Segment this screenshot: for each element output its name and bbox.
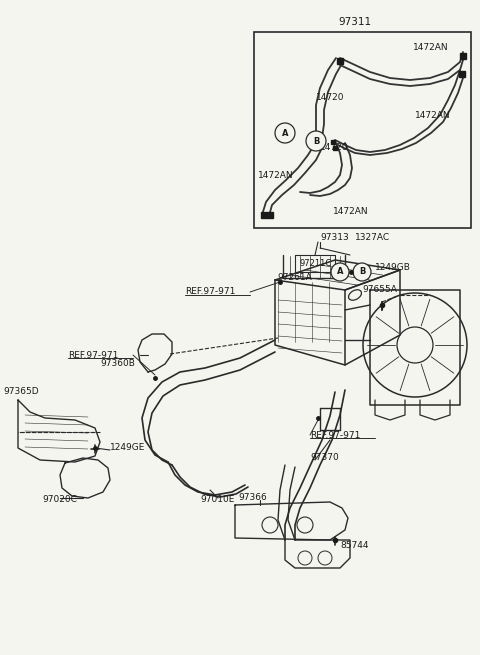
Text: A: A	[337, 267, 343, 276]
Text: 97366: 97366	[238, 493, 267, 502]
Text: 1249GE: 1249GE	[110, 443, 145, 453]
Text: 14720: 14720	[320, 143, 348, 153]
Text: 97010E: 97010E	[200, 495, 234, 504]
Text: 1472AN: 1472AN	[258, 170, 294, 179]
Circle shape	[331, 263, 349, 281]
Text: 97261A: 97261A	[277, 274, 312, 282]
Text: 97311: 97311	[338, 17, 372, 27]
Text: 97313: 97313	[320, 233, 349, 242]
Text: 1249GB: 1249GB	[375, 263, 411, 272]
Text: B: B	[313, 136, 319, 145]
Circle shape	[353, 263, 371, 281]
Text: 1472AN: 1472AN	[415, 111, 451, 119]
Text: 14720: 14720	[316, 92, 345, 102]
Text: REF.97-971: REF.97-971	[68, 350, 119, 360]
Circle shape	[306, 131, 326, 151]
Text: 1472AN: 1472AN	[333, 208, 369, 217]
Text: 97370: 97370	[310, 453, 339, 462]
Text: B: B	[359, 267, 365, 276]
Bar	[254, 32, 471, 228]
Text: 97365D: 97365D	[3, 388, 38, 396]
Circle shape	[275, 123, 295, 143]
Text: 97020C: 97020C	[42, 495, 77, 504]
Text: REF.97-971: REF.97-971	[310, 430, 360, 440]
Text: A: A	[282, 128, 288, 138]
Text: 85744: 85744	[340, 540, 369, 550]
Text: 97360B: 97360B	[100, 358, 135, 367]
Text: 97655A: 97655A	[362, 286, 397, 295]
Text: 1327AC: 1327AC	[355, 233, 390, 242]
Text: 97211C: 97211C	[300, 259, 332, 269]
Text: REF.97-971: REF.97-971	[185, 288, 235, 297]
Text: 1472AN: 1472AN	[413, 43, 449, 52]
